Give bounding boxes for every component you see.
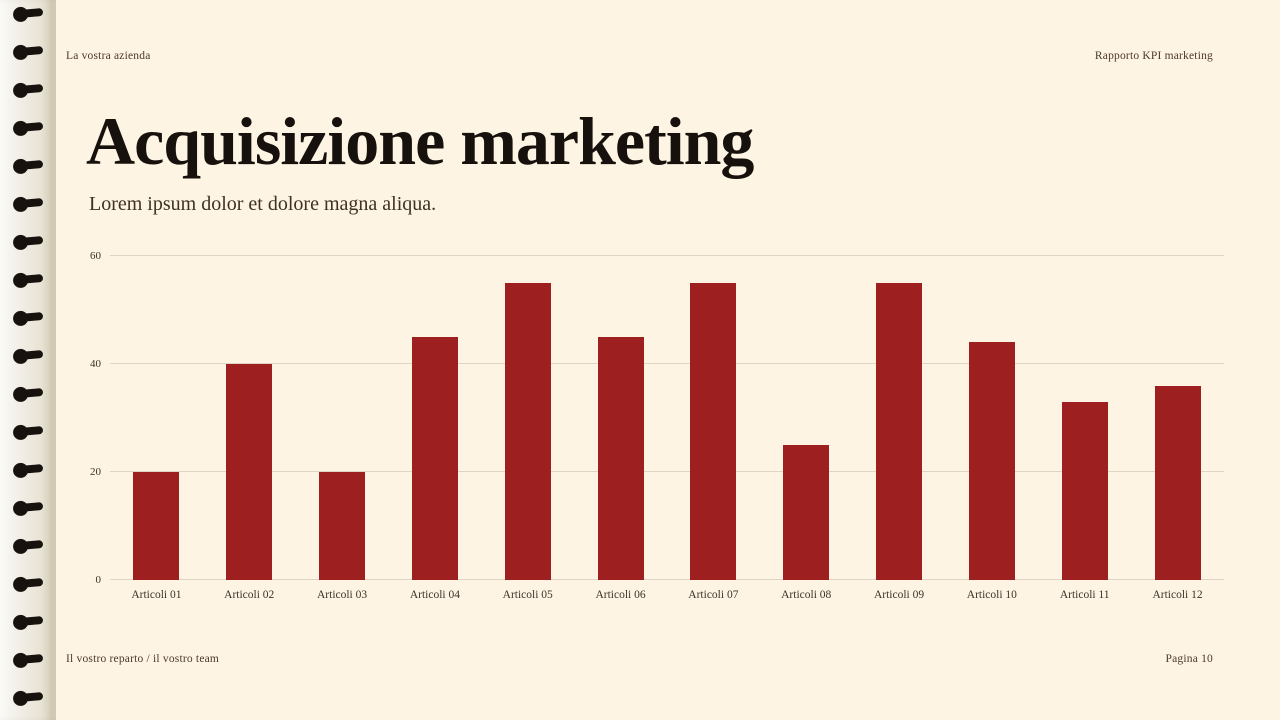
spiral-ring-icon [18, 349, 44, 361]
x-axis-category-label: Articoli 09 [873, 589, 925, 601]
bar-articoli-10 [968, 342, 1015, 580]
y-axis-tick-label: 20 [90, 466, 101, 478]
x-axis-category-label: Articoli 08 [781, 589, 832, 601]
spiral-ring-icon [18, 577, 44, 589]
spiral-ring-icon [18, 45, 44, 57]
slide-header: La vostra azienda Rapporto KPI marketing [66, 50, 1213, 62]
bar-articoli-02 [226, 364, 273, 580]
x-axis-category-label: Articoli 03 [316, 589, 368, 601]
chart-column [110, 256, 203, 580]
spiral-ring-icon [18, 501, 44, 513]
spiral-ring-icon [18, 121, 44, 133]
spiral-ring-icon [18, 615, 44, 627]
spiral-ring-icon [18, 7, 44, 19]
gridline [110, 579, 1224, 580]
y-axis-tick-label: 60 [90, 250, 101, 262]
slide-subtitle: Lorem ipsum dolor et dolore magna aliqua… [89, 193, 437, 215]
x-axis-category-label: Articoli 10 [966, 589, 1017, 601]
page-number: Pagina 10 [1165, 653, 1213, 665]
spiral-ring-icon [18, 159, 44, 171]
bar-articoli-07 [690, 283, 737, 580]
spiral-ring-icon [18, 235, 44, 247]
bar-chart: 0 20 40 60 Articoli 01 Articoli 02 Articoli 0… [90, 250, 1224, 601]
x-axis-category-label: Articoli 01 [131, 589, 182, 601]
bar-articoli-03 [319, 472, 366, 580]
bar-articoli-01 [133, 472, 180, 580]
x-axis-category-label: Articoli 04 [409, 589, 460, 601]
spiral-ring-icon [18, 463, 44, 475]
gridline [110, 471, 1224, 472]
chart-columns [110, 256, 1224, 580]
bar-articoli-09 [876, 283, 923, 580]
chart-column [853, 256, 946, 580]
spiral-ring-icon [18, 387, 44, 399]
bar-articoli-08 [783, 445, 830, 580]
gridline [110, 363, 1224, 364]
spiral-ring-icon [18, 273, 44, 285]
spiral-ring-icon [18, 83, 44, 95]
x-axis-category-label: Articoli 07 [688, 589, 739, 601]
chart-column [296, 256, 389, 580]
chart-column [667, 256, 760, 580]
chart-x-labels: Articoli 01 Articoli 02 Articoli 03 Articol… [110, 589, 1224, 601]
chart-column [760, 256, 853, 580]
bar-articoli-12 [1154, 385, 1201, 580]
y-axis-tick-label: 40 [90, 358, 101, 370]
x-axis-category-label: Articoli 05 [502, 589, 553, 601]
company-name: La vostra azienda [66, 50, 151, 62]
footer-team: Il vostro reparto / il vostro team [66, 653, 220, 665]
chart-column [1131, 256, 1224, 580]
x-axis-category-label: Articoli 11 [1059, 589, 1110, 601]
slide-footer: Il vostro reparto / il vostro team Pagin… [66, 653, 1213, 665]
report-name: Rapporto KPI marketing [1094, 50, 1213, 62]
chart-column [481, 256, 574, 580]
spiral-ring-icon [18, 653, 44, 665]
x-axis-category-label: Articoli 12 [1152, 589, 1203, 601]
y-axis-tick-label: 0 [95, 574, 102, 586]
spiral-ring-icon [18, 539, 44, 551]
notebook-binding [0, 0, 56, 720]
bar-articoli-06 [597, 337, 644, 580]
spiral-ring-icon [18, 311, 44, 323]
spiral-ring-icon [18, 425, 44, 437]
spiral-ring-icon [18, 197, 44, 209]
bar-articoli-05 [504, 283, 551, 580]
x-axis-category-label: Articoli 06 [595, 589, 646, 601]
chart-column [388, 256, 481, 580]
spiral-ring-icon [18, 691, 44, 703]
x-axis-category-label: Articoli 02 [224, 589, 275, 601]
gridline [110, 255, 1224, 256]
chart-column [203, 256, 296, 580]
chart-column [945, 256, 1038, 580]
bar-articoli-04 [411, 337, 458, 580]
chart-column [1038, 256, 1131, 580]
bar-articoli-11 [1061, 401, 1108, 580]
chart-column [574, 256, 667, 580]
chart-plot: 0 20 40 60 [90, 250, 1224, 586]
slide-title: Acquisizione marketing [86, 103, 754, 179]
